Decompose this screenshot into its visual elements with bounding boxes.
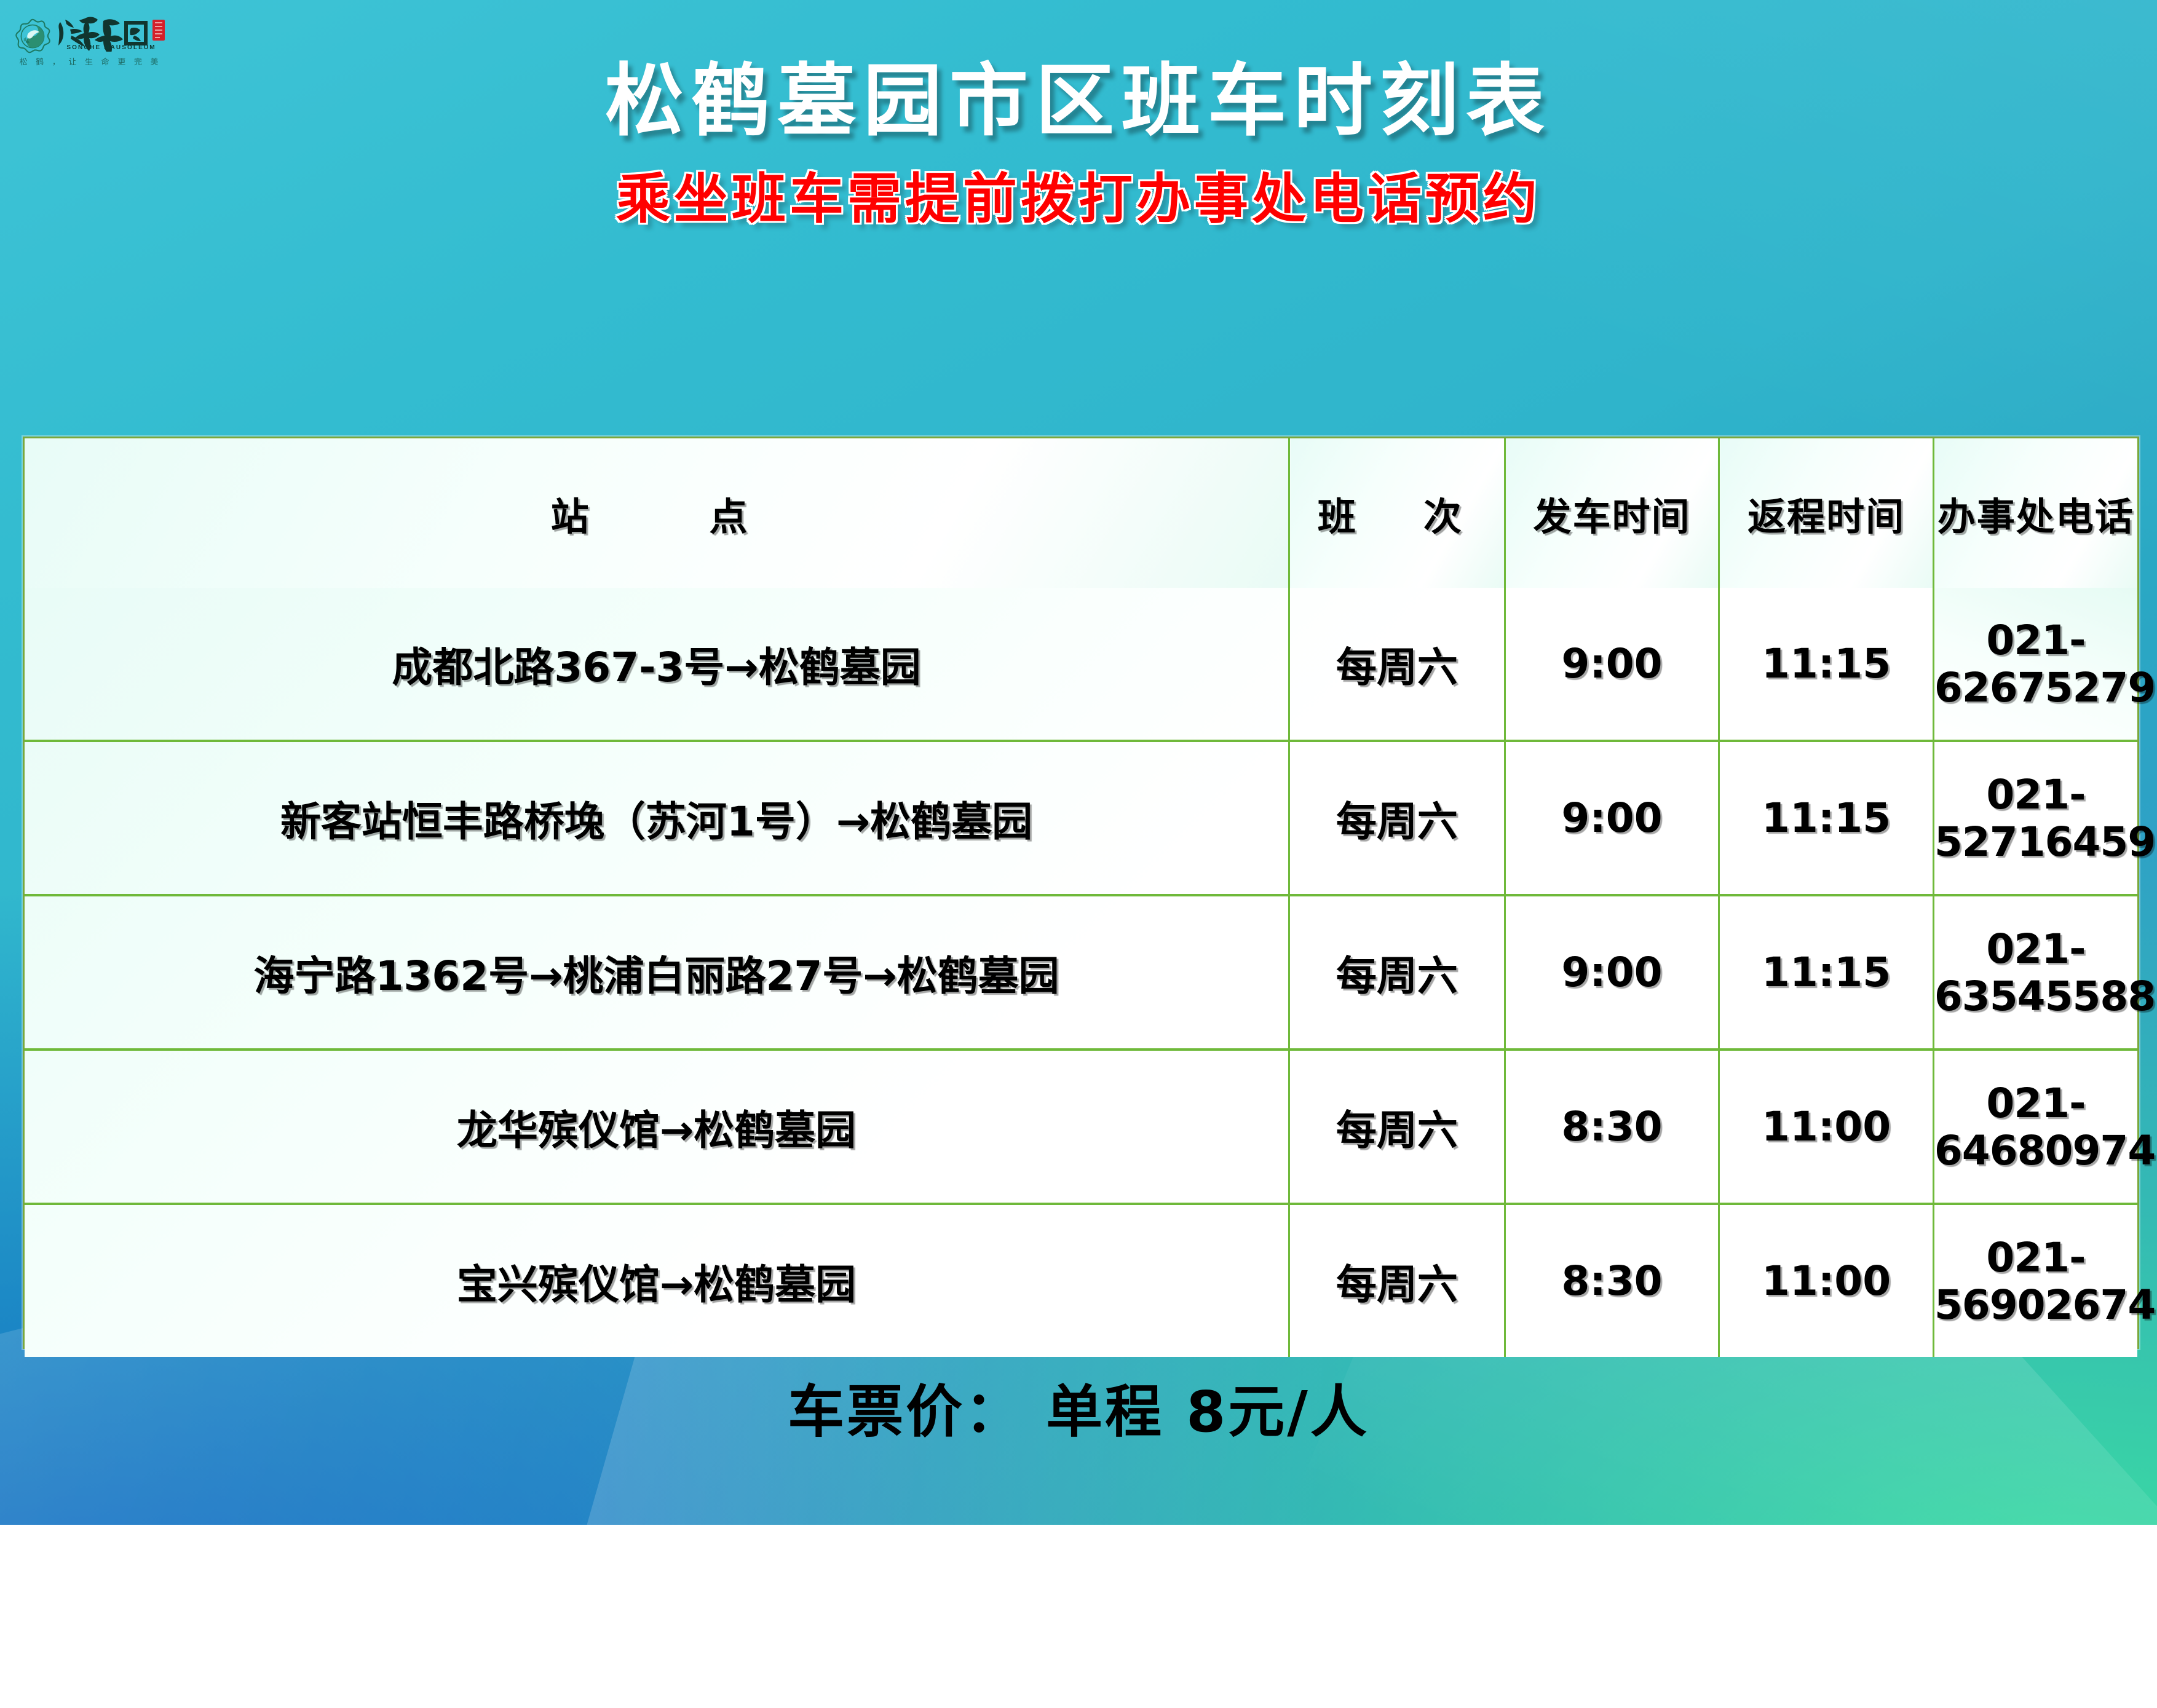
page-title: 松鹤墓园市区班车时刻表 — [604, 55, 1552, 147]
table-row: 龙华殡仪馆→松鹤墓园 每周六 8:30 11:00 021-64680974 — [25, 1050, 2156, 1204]
cell-return-time: 11:15 — [1718, 895, 1934, 1050]
table-row: 新客站恒丰路桥堍（苏河1号）→松鹤墓园 每周六 9:00 11:15 021-5… — [25, 741, 2156, 895]
cell-station: 海宁路1362号→桃浦白丽路27号→松鹤墓园 — [253, 952, 1059, 1000]
cell-office-phone: 021-62675279 — [1932, 588, 2156, 741]
cell-station: 成都北路367-3号→松鹤墓园 — [392, 643, 921, 691]
brand-wordmark-en: SONGHE MAUSOLEUM — [66, 44, 156, 51]
cell-station: 新客站恒丰路桥堍（苏河1号）→松鹤墓园 — [280, 797, 1033, 845]
songhe-wordmark-icon — [58, 17, 165, 52]
cell-station: 龙华殡仪馆→松鹤墓园 — [456, 1106, 857, 1154]
cell-departure-time: 8:30 — [1503, 1050, 1719, 1204]
cell-office-phone: 021-56902674 — [1932, 1204, 2156, 1357]
shuttle-schedule-table: 站 点 班 次 发车时间 返程时间 办事处电话 成都北路367-3号→松鹤墓园 … — [23, 437, 2156, 1357]
cell-office-phone: 021-64680974 — [1932, 1050, 2156, 1204]
cell-office-phone: 021-52716459 — [1932, 741, 2156, 895]
cell-return-time: 11:15 — [1718, 741, 1934, 895]
table-row: 海宁路1362号→桃浦白丽路27号→松鹤墓园 每周六 9:00 11:15 02… — [25, 895, 2156, 1050]
cell-station: 宝兴殡仪馆→松鹤墓园 — [456, 1260, 857, 1308]
brand-logo: SONGHE MAUSOLEUM 松 鹤 ， 让 生 命 更 完 美 — [11, 5, 171, 73]
cell-departure-time: 8:30 — [1503, 1204, 1719, 1357]
cell-return-time: 11:00 — [1718, 1050, 1934, 1204]
cell-frequency: 每周六 — [1288, 741, 1505, 895]
page-subtitle-notice: 乘坐班车需提前拨打办事处电话预约 — [615, 167, 1541, 231]
cell-frequency: 每周六 — [1288, 1204, 1505, 1357]
column-header-office-phone: 办事处电话 — [1932, 438, 2137, 588]
cell-departure-time: 9:00 — [1503, 741, 1719, 895]
column-header-frequency: 班 次 — [1288, 438, 1505, 588]
cell-return-time: 11:00 — [1718, 1204, 1934, 1357]
cell-frequency: 每周六 — [1288, 588, 1505, 741]
table-row: 成都北路367-3号→松鹤墓园 每周六 9:00 11:15 021-62675… — [25, 588, 2156, 741]
cell-frequency: 每周六 — [1288, 895, 1505, 1050]
cell-return-time: 11:15 — [1718, 588, 1934, 741]
table-row: 宝兴殡仪馆→松鹤墓园 每周六 8:30 11:00 021-56902674 — [25, 1204, 2156, 1357]
cell-departure-time: 9:00 — [1503, 588, 1719, 741]
table-header-row: 站 点 班 次 发车时间 返程时间 办事处电话 — [25, 438, 2137, 588]
cell-frequency: 每周六 — [1288, 1050, 1505, 1204]
cell-departure-time: 9:00 — [1503, 895, 1719, 1050]
fare-note: 车票价： 单程 8元/人 — [788, 1379, 1369, 1445]
column-header-departure-time: 发车时间 — [1503, 438, 1719, 588]
column-header-return-time: 返程时间 — [1718, 438, 1934, 588]
cell-office-phone: 021-63545588 — [1932, 895, 2156, 1050]
songhe-crane-emblem-icon — [15, 18, 50, 53]
brand-tagline: 松 鹤 ， 让 生 命 更 完 美 — [19, 57, 162, 66]
column-header-station: 站 点 — [25, 438, 1289, 588]
